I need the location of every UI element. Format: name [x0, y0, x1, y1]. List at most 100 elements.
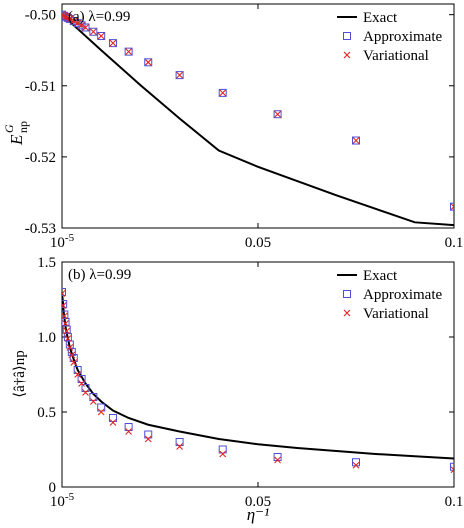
x-tick-label: 10-5 — [50, 491, 75, 510]
panel-a-series — [62, 10, 454, 227]
variational-point — [176, 71, 183, 79]
variational-point — [219, 450, 227, 458]
variational-point — [62, 12, 68, 20]
variational-point — [274, 110, 281, 118]
series-exact-line — [62, 291, 454, 460]
approximate-point — [73, 366, 82, 374]
y-tick-label: 1.0 — [37, 330, 56, 346]
legend-item-approximate: Approximate — [343, 29, 442, 45]
panel-a-legend: Exact Approximate Variational — [337, 10, 442, 64]
panel-b-series — [62, 288, 454, 474]
variational-point — [64, 14, 72, 22]
approximate-point — [144, 58, 153, 67]
variational-point — [62, 290, 66, 297]
approximate-point — [89, 27, 98, 36]
x-tick-label: 0.1 — [445, 494, 464, 510]
approximate-point — [175, 71, 184, 80]
variational-point — [64, 335, 72, 342]
approximate-point — [62, 288, 66, 296]
approximate-point — [144, 430, 153, 439]
approximate-point — [352, 136, 360, 145]
variational-point — [74, 19, 82, 27]
variational-point — [78, 380, 85, 387]
legend-label: Variational — [363, 48, 429, 64]
panel-a-ylabel-sub: np — [16, 121, 30, 133]
approximate-point — [273, 110, 282, 119]
panel-b: 10-5 0.05 0.1 0 0.5 1.0 1.5 (b) λ=0.99 Exact Ap… — [12, 255, 463, 524]
variational-point — [62, 312, 68, 320]
panel-a-axes: 10-5 0.05 0.1 -0.50 -0.51 -0.52 -0.53 — [25, 3, 464, 251]
panel-b-y-axis-label: ⟨â†â⟩np — [12, 350, 28, 398]
panel-a-ylabel-main: E — [7, 134, 26, 146]
approximate-point — [450, 462, 454, 471]
y-tick-label: 0 — [49, 480, 57, 496]
panel-b-legend: Exact Approximate Variational — [337, 268, 442, 322]
legend-label: Approximate — [363, 287, 442, 303]
panel-a-title: (a) λ=0.99 — [68, 9, 130, 25]
variational-point — [176, 443, 183, 450]
legend-item-exact: Exact — [337, 10, 398, 26]
variational-point — [89, 398, 97, 405]
variational-point — [450, 203, 454, 211]
panel-a-y-axis-label: E np G — [2, 121, 30, 146]
approximate-point — [124, 423, 133, 431]
variational-point — [97, 408, 105, 416]
series-group — [62, 288, 454, 474]
approximate-point — [97, 403, 106, 412]
legend-cross-swatch — [343, 51, 351, 59]
variational-point — [352, 461, 360, 469]
variational-point — [66, 344, 74, 351]
approximate-point — [108, 414, 117, 422]
variational-point — [274, 456, 281, 464]
x-tick-label: 0.1 — [445, 235, 464, 251]
approximate-point — [69, 354, 78, 362]
approximate-point — [81, 384, 90, 392]
approximate-point — [89, 393, 98, 401]
variational-point — [125, 48, 133, 56]
approximate-point — [97, 32, 106, 40]
legend-label: Variational — [363, 306, 429, 322]
variational-point — [62, 302, 67, 309]
variational-point — [70, 17, 78, 25]
variational-point — [82, 389, 89, 396]
variational-point — [352, 137, 360, 144]
panel-a: 10-5 0.05 0.1 -0.50 -0.51 -0.52 -0.53 (a) λ=0.… — [2, 3, 464, 251]
variational-point — [62, 11, 66, 19]
variational-point — [62, 320, 69, 327]
variational-point — [144, 435, 152, 443]
variational-point — [78, 21, 85, 29]
x-tick-label: 0.05 — [245, 235, 271, 251]
legend-label: Approximate — [363, 29, 442, 45]
legend-square-swatch — [343, 32, 351, 40]
variational-point — [66, 15, 74, 23]
x-tick-label: 0.05 — [245, 494, 271, 510]
legend-item-variational: Variational — [343, 48, 429, 64]
legend-label: Exact — [363, 10, 398, 26]
y-tick-label: -0.51 — [25, 79, 56, 95]
variational-point — [125, 428, 133, 435]
variational-point — [82, 24, 89, 31]
variational-point — [70, 359, 78, 366]
panel-b-ylabel-text: ⟨â†â⟩np — [12, 350, 28, 398]
y-tick-label: -0.52 — [25, 150, 56, 166]
panel-b-title: (b) λ=0.99 — [68, 267, 131, 283]
variational-point — [450, 466, 454, 474]
approximate-point — [62, 300, 68, 308]
y-tick-label: -0.53 — [25, 221, 56, 237]
variational-point — [63, 327, 71, 335]
x-tick-label: 10-5 — [50, 232, 75, 251]
variational-point — [97, 32, 105, 40]
approximate-point — [77, 375, 86, 383]
series-group — [62, 10, 454, 227]
y-tick-label: -0.50 — [25, 8, 56, 24]
series-exact-line — [62, 13, 454, 227]
y-tick-label: 0.5 — [37, 405, 56, 421]
variational-point — [89, 28, 97, 36]
legend-square-swatch — [343, 290, 351, 298]
approximate-point — [124, 47, 133, 56]
approximate-point — [450, 202, 454, 211]
legend-label: Exact — [363, 268, 398, 284]
variational-point — [219, 89, 227, 97]
approximate-point — [81, 23, 90, 32]
legend-cross-swatch — [343, 309, 351, 317]
